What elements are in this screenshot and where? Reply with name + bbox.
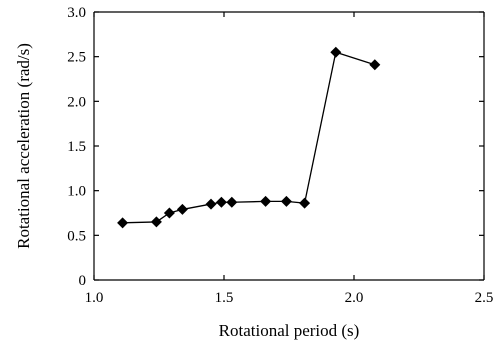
x-tick-label: 1.0 — [85, 290, 104, 306]
x-ticks: 1.0 1.5 2.0 2.5 — [85, 12, 494, 306]
data-point-marker — [163, 207, 175, 219]
y-ticks: 0 0.5 1.0 1.5 2.0 2.5 3.0 — [67, 5, 484, 289]
y-tick-label: 3.0 — [67, 5, 86, 21]
y-axis-title: Rotational acceleration (rad/s) — [14, 43, 33, 249]
data-point-marker — [117, 217, 129, 229]
series-line — [122, 51, 375, 224]
data-point-marker — [330, 46, 342, 58]
x-tick-label: 2.0 — [345, 290, 364, 306]
data-point-marker — [369, 59, 381, 71]
data-point-marker — [280, 195, 292, 207]
y-tick-label: 1.0 — [67, 184, 86, 200]
y-tick-label: 2.5 — [67, 50, 86, 66]
axes — [93, 11, 485, 281]
data-point-marker — [150, 216, 162, 228]
series — [117, 46, 381, 229]
y-tick-label: 1.5 — [67, 139, 86, 155]
data-point-marker — [299, 197, 311, 209]
data-point-marker — [205, 198, 217, 210]
data-point-marker — [226, 196, 238, 208]
data-point-marker — [260, 195, 272, 207]
x-axis-title: Rotational period (s) — [219, 321, 360, 340]
data-point-marker — [215, 196, 227, 208]
y-tick-label: 0.5 — [67, 228, 86, 244]
x-tick-label: 1.5 — [215, 290, 234, 306]
data-point-marker — [176, 203, 188, 215]
x-tick-label: 2.5 — [475, 290, 494, 306]
y-tick-label: 0 — [79, 273, 87, 289]
y-tick-label: 2.0 — [67, 94, 86, 110]
